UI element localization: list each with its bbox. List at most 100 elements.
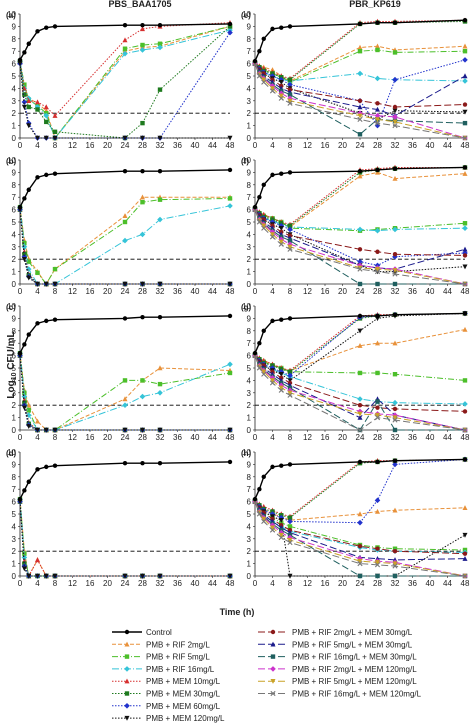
series-line [19, 499, 230, 577]
series [17, 496, 233, 579]
y-tick-label: 6 [247, 60, 252, 69]
data-point [278, 532, 284, 538]
data-point [122, 135, 128, 141]
data-point [257, 487, 262, 492]
series [252, 311, 468, 374]
data-point [157, 381, 163, 387]
y-tick-label: 2 [12, 547, 17, 556]
y-tick-label: 3 [247, 97, 252, 106]
y-tick-label: 7 [247, 47, 252, 56]
data-point [357, 265, 363, 271]
data-point [43, 135, 49, 141]
data-point [462, 78, 468, 84]
data-point [375, 43, 380, 49]
data-point [278, 93, 284, 99]
y-axis-label-subscript: 10 [11, 372, 18, 380]
y-tick-label: 7 [247, 339, 252, 348]
data-point [227, 167, 233, 173]
series [252, 352, 468, 383]
data-point [26, 479, 31, 484]
series-line [19, 499, 230, 578]
data-point [278, 382, 285, 389]
data-point [35, 99, 40, 105]
y-tick-label: 1 [247, 414, 252, 423]
data-point [462, 555, 468, 561]
y-tick-label: 7 [12, 485, 17, 494]
y-axis-label: Log10 CFU/mL [6, 331, 18, 398]
data-point [392, 427, 398, 433]
data-point [278, 385, 284, 391]
x-tick-label: 24 [356, 141, 365, 150]
data-point [462, 401, 468, 407]
x-tick-label: 20 [103, 141, 112, 150]
y-tick-label: 3 [247, 535, 252, 544]
series [17, 352, 233, 433]
legend-item: PMB + RIF 2mg/L [112, 640, 210, 649]
series-line [19, 29, 231, 139]
y-tick-label: 8 [247, 181, 252, 190]
series-line [254, 355, 466, 431]
y-tick-label: 8 [12, 35, 17, 44]
panel-label: (h) [241, 449, 252, 458]
data-point [287, 524, 293, 529]
data-point [261, 36, 266, 41]
y-tick-label: 10 [7, 156, 16, 165]
data-point [270, 67, 275, 72]
data-point [261, 371, 267, 377]
data-point [278, 534, 284, 541]
series [17, 459, 233, 502]
data-point [52, 463, 58, 468]
data-point [278, 95, 284, 101]
x-tick-label: 44 [208, 141, 217, 150]
y-tick-label: 9 [12, 460, 17, 469]
data-point [462, 43, 468, 49]
y-tick-label: 3 [247, 389, 252, 398]
data-point [278, 236, 285, 243]
data-point [392, 507, 398, 513]
x-tick-label: 36 [173, 287, 182, 296]
data-point [392, 399, 398, 406]
x-tick-label: 44 [208, 579, 217, 588]
series-line [254, 62, 466, 82]
data-point [392, 340, 398, 346]
y-tick-label: 1 [247, 560, 252, 569]
data-point [122, 219, 128, 225]
data-point [261, 328, 266, 333]
legend-swatch-marker [270, 629, 276, 635]
panel-label: (f) [241, 157, 249, 166]
data-point [357, 132, 363, 137]
data-point [227, 573, 233, 579]
data-point [278, 372, 284, 377]
data-point [357, 98, 363, 104]
data-point [392, 252, 398, 257]
data-point [43, 281, 49, 287]
data-point [52, 573, 58, 579]
series-line [19, 501, 230, 577]
series-line [254, 458, 466, 500]
series-line [19, 353, 231, 431]
data-point [22, 50, 27, 55]
series-line [254, 501, 465, 577]
data-point [261, 182, 266, 187]
data-point [287, 390, 293, 396]
x-tick-label: 24 [121, 141, 130, 150]
data-point [392, 119, 398, 125]
series [252, 326, 468, 373]
series [252, 499, 468, 579]
x-tick-label: 44 [443, 287, 452, 296]
data-point [287, 369, 293, 374]
data-point [278, 387, 284, 393]
data-point [392, 372, 398, 377]
data-point [261, 77, 267, 83]
y-tick-label: 2 [247, 401, 252, 410]
column-title-left: PBS_BAA1705 [108, 0, 171, 9]
x-tick-label: 48 [461, 141, 470, 150]
series-line [19, 355, 230, 431]
data-point [462, 264, 468, 270]
legend-label: PMB + RIF 2mg/L [146, 640, 210, 649]
series-line [254, 209, 466, 285]
data-point [375, 169, 380, 175]
x-tick-label: 12 [68, 579, 77, 588]
